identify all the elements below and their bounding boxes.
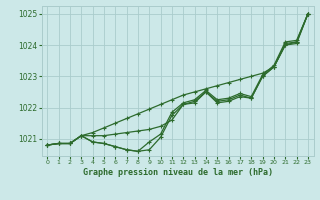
- X-axis label: Graphe pression niveau de la mer (hPa): Graphe pression niveau de la mer (hPa): [83, 168, 273, 177]
